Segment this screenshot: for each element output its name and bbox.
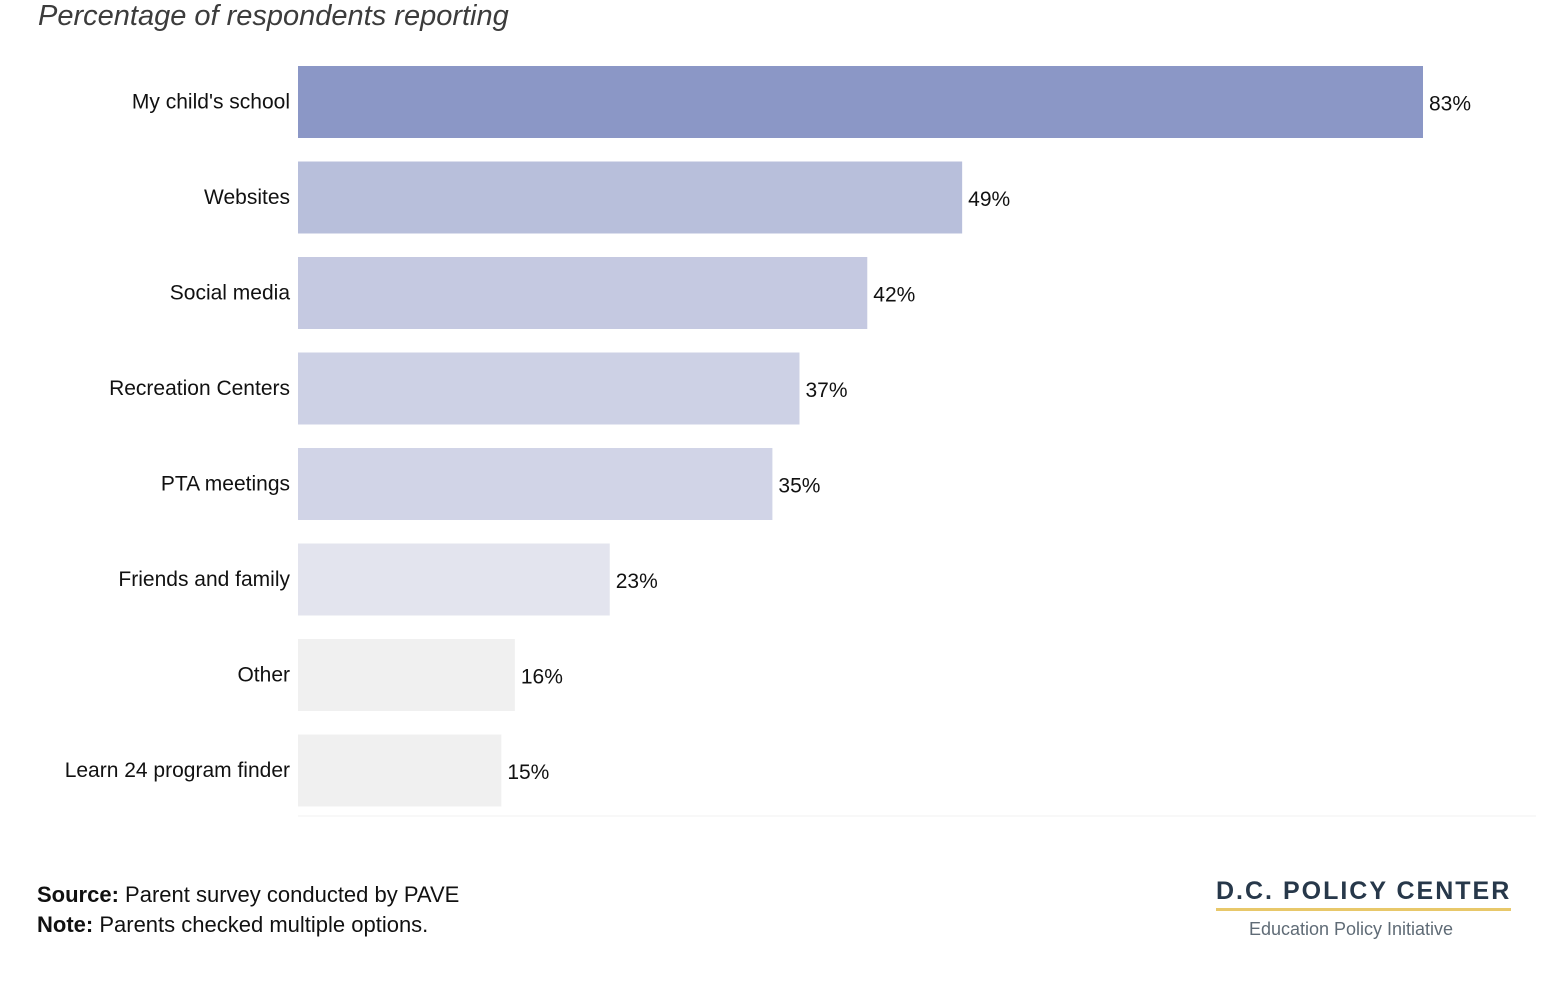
category-label: Recreation Centers (109, 377, 290, 400)
category-label: Learn 24 program finder (65, 759, 290, 782)
bar-chart: My child's school 83% Websites 49% Social me… (65, 66, 1536, 817)
chart-footer: Source: Parent survey conducted by PAVE … (37, 880, 459, 940)
bar-3 (298, 352, 800, 425)
chart-subtitle: Percentage of respondents reporting (38, 0, 509, 32)
value-label: 42% (873, 284, 915, 307)
note-label: Note: (37, 912, 94, 937)
category-label: My child's school (132, 91, 290, 114)
brand-logo: D.C. POLICY CENTER Education Policy Init… (1216, 877, 1512, 940)
category-label: Social media (170, 282, 291, 305)
category-label: PTA meetings (161, 473, 290, 496)
value-label: 49% (968, 188, 1010, 211)
brand-name: D.C. POLICY CENTER (1216, 877, 1512, 911)
note-text: Parents checked multiple options. (93, 912, 429, 937)
bar-2 (298, 257, 868, 329)
source-line: Source: Parent survey conducted by PAVE (37, 880, 459, 910)
category-label: Websites (204, 186, 290, 209)
value-label: 15% (507, 761, 549, 784)
value-label: 23% (616, 570, 658, 593)
bar-0 (298, 66, 1423, 138)
bar-5 (298, 543, 610, 616)
value-label: 83% (1429, 93, 1471, 116)
source-text: Parent survey conducted by PAVE (118, 882, 460, 907)
value-label: 35% (778, 475, 820, 498)
value-label: 16% (521, 666, 563, 689)
category-label: Friends and family (118, 568, 290, 591)
value-label: 37% (806, 379, 848, 402)
bar-6 (298, 639, 515, 711)
bar-1 (298, 161, 963, 234)
category-label: Other (237, 664, 290, 687)
bar-4 (298, 448, 773, 520)
brand-subtitle: Education Policy Initiative (1248, 919, 1454, 939)
note-line: Note: Parents checked multiple options. (37, 910, 459, 940)
source-label: Source: (37, 882, 119, 907)
bar-7 (298, 734, 502, 807)
